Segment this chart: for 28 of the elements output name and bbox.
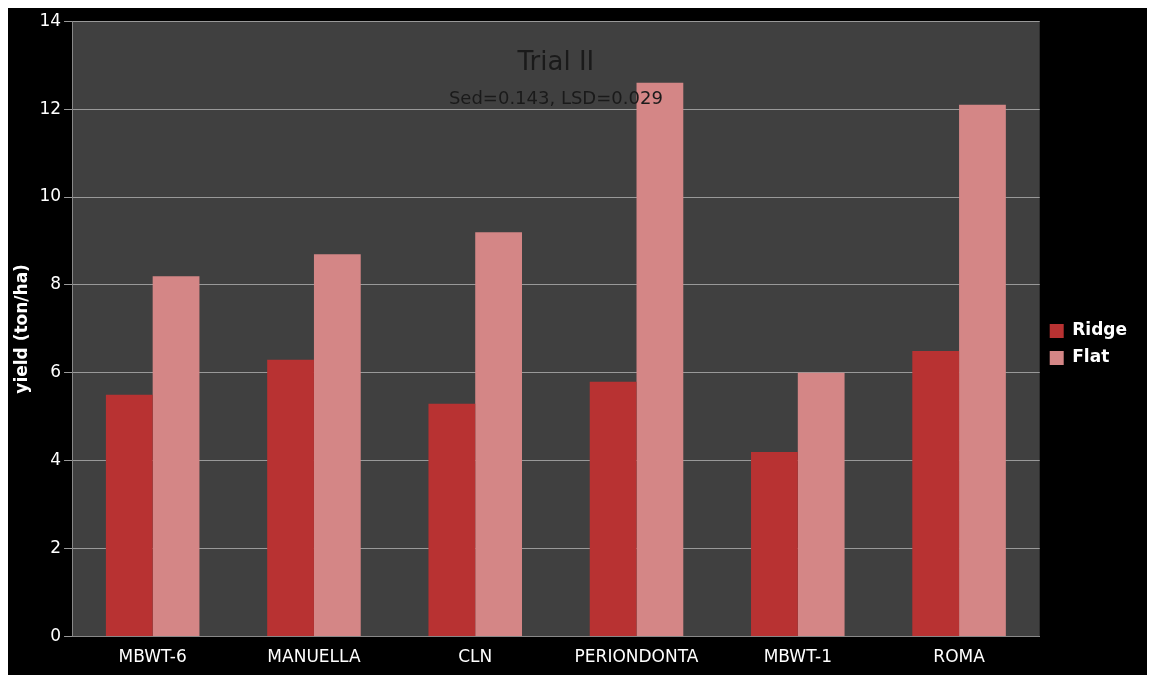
bar (105, 394, 153, 637)
bar (751, 451, 798, 637)
legend-label: Ridge (1072, 319, 1128, 340)
bar (267, 359, 314, 637)
x-tick-label: CLN (458, 646, 493, 667)
bar (589, 381, 637, 637)
x-tick-label: ROMA (933, 646, 986, 667)
y-tick-label: 4 (50, 449, 62, 470)
y-tick-label: 10 (39, 185, 62, 206)
x-tick-label: MANUELLA (267, 646, 361, 667)
y-tick-label: 12 (39, 97, 62, 118)
x-tick-label: MBWT-1 (763, 646, 832, 667)
legend-label: Flat (1072, 346, 1110, 367)
bar (912, 350, 960, 637)
y-tick-label: 6 (50, 361, 62, 382)
bar (959, 104, 1006, 637)
bar (797, 372, 845, 637)
bar (313, 254, 361, 637)
y-tick-label: 14 (39, 9, 62, 30)
x-tick-label: MBWT-6 (118, 646, 187, 667)
y-axis-title: yield (ton/ha) (10, 264, 31, 394)
y-tick-label: 0 (50, 625, 62, 646)
y-tick-label: 8 (50, 273, 62, 294)
bar (152, 276, 200, 637)
y-tick-label: 2 (50, 537, 62, 558)
bar (428, 403, 476, 637)
x-tick-label: PERIONDONTA (574, 646, 699, 667)
bar (475, 232, 522, 637)
